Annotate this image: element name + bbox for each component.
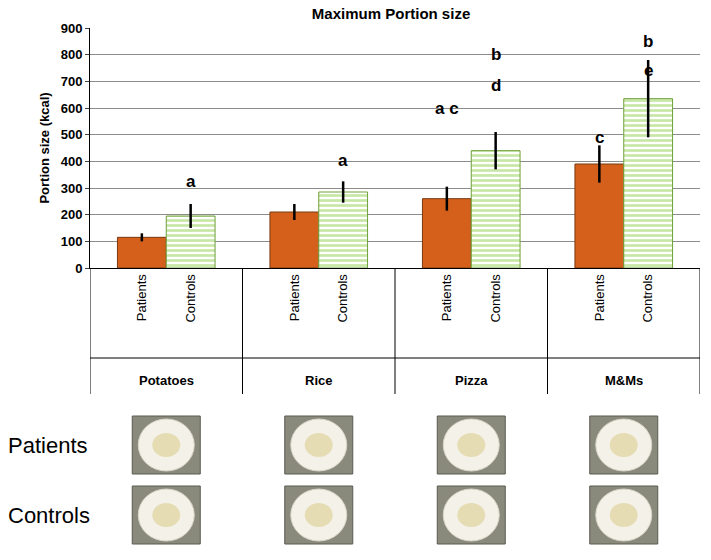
- svg-text:Patients: Patients: [8, 433, 88, 458]
- svg-text:Pizza: Pizza: [455, 373, 488, 388]
- svg-text:300: 300: [61, 181, 83, 196]
- svg-text:800: 800: [61, 47, 83, 62]
- svg-text:0: 0: [75, 261, 82, 276]
- svg-text:e: e: [644, 61, 653, 80]
- svg-text:b: b: [491, 45, 501, 64]
- svg-text:c: c: [595, 128, 604, 147]
- svg-text:Controls: Controls: [335, 274, 350, 323]
- svg-text:a c: a c: [435, 99, 459, 118]
- svg-text:600: 600: [61, 101, 83, 116]
- svg-text:M&Ms: M&Ms: [605, 373, 643, 388]
- svg-text:Controls: Controls: [183, 274, 198, 323]
- svg-text:Potatoes: Potatoes: [139, 373, 194, 388]
- svg-text:400: 400: [61, 154, 83, 169]
- svg-text:Patients: Patients: [287, 274, 302, 321]
- svg-text:Patients: Patients: [439, 274, 454, 321]
- svg-text:200: 200: [61, 207, 83, 222]
- svg-text:Patients: Patients: [592, 274, 607, 321]
- svg-text:Controls: Controls: [640, 274, 655, 323]
- svg-text:Portion size (kcal): Portion size (kcal): [37, 92, 52, 203]
- svg-text:700: 700: [61, 74, 83, 89]
- svg-text:900: 900: [61, 21, 83, 36]
- svg-text:b: b: [643, 32, 653, 51]
- svg-text:500: 500: [61, 127, 83, 142]
- svg-text:100: 100: [61, 234, 83, 249]
- svg-text:Controls: Controls: [8, 503, 90, 528]
- svg-text:d: d: [491, 76, 501, 95]
- svg-text:Controls: Controls: [488, 274, 503, 323]
- svg-text:Patients: Patients: [134, 274, 149, 321]
- svg-text:a: a: [338, 151, 348, 170]
- svg-text:Rice: Rice: [305, 373, 332, 388]
- svg-text:a: a: [186, 172, 196, 191]
- svg-text:Maximum Portion size: Maximum Portion size: [312, 5, 470, 22]
